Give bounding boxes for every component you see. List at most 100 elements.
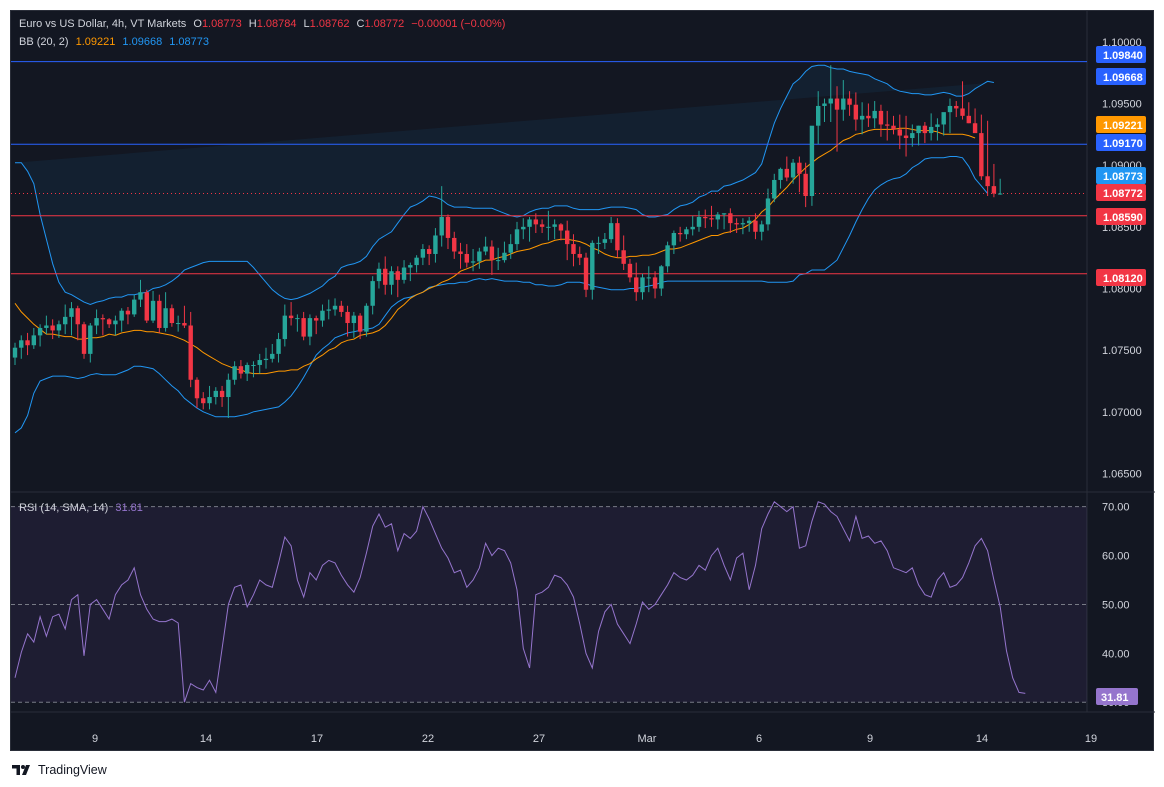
candle-body [458,251,463,254]
candle-body [395,271,400,280]
candle-body [113,320,118,325]
price-tag: 1.08772 [1096,184,1146,201]
candle [866,103,871,127]
candle [445,214,451,250]
candle [138,279,143,307]
candle-body [125,310,131,315]
candle [583,252,589,298]
candle-body [715,214,720,220]
candle [257,353,262,374]
candle [357,313,363,340]
candle [276,332,281,363]
candle-body [213,390,218,398]
candle-body [502,252,507,261]
candle [44,315,49,335]
candle [483,236,488,256]
price-tick-label: 1.07500 [1102,345,1142,357]
candle-body [759,224,764,232]
bb-legend[interactable]: BB (20, 2) 1.09221 1.09668 1.08773 [19,36,213,48]
candle-body [420,249,426,258]
candle [841,80,846,121]
candle [495,247,501,270]
candle [307,314,313,346]
rsi-layer [11,501,1087,703]
candle-body [916,125,921,134]
candle [703,209,708,229]
candle-body [634,277,639,293]
bb-basis-value: 1.09221 [75,36,116,48]
bb-lower-value: 1.08773 [169,36,210,48]
candle [113,315,118,336]
candle [150,290,156,324]
candle [25,332,30,356]
candle-body [935,124,940,127]
price-tag: 1.09221 [1096,116,1146,133]
candle-body [326,309,331,311]
candle-body [659,266,664,289]
candle-body [477,251,482,262]
candle-body [941,112,946,125]
rsi-legend[interactable]: RSI (14, SMA, 14) 31.81 [19,502,147,514]
candle [853,92,859,131]
candle-body [684,229,689,235]
rsi-label: RSI (14, SMA, 14) [19,502,109,514]
candle-body [778,168,783,180]
candle-body [25,340,30,346]
candle [470,249,476,272]
candle-body [665,245,670,267]
candle [232,361,237,385]
candle [100,314,106,336]
candle [847,91,852,116]
candle-body [514,229,520,245]
bb-lower-line [14,156,988,434]
candle-body [640,277,645,293]
time-tick-label: 27 [533,733,545,745]
candle-body [866,115,871,119]
candle [69,302,74,336]
price-tag-label: 1.09668 [1103,72,1143,84]
candle [615,218,620,258]
candle [797,156,802,193]
candle-body [690,226,695,230]
price-tick-label: 1.10000 [1102,37,1142,49]
candle-body [853,104,859,120]
chart-canvas[interactable]: 1.100001.095001.090001.085001.080001.075… [11,11,1155,752]
candle-body [803,173,808,196]
candle [734,218,739,233]
price-tag-bg [1096,167,1146,184]
candle [765,188,771,231]
candle-body [433,235,438,254]
candle-body [677,233,683,235]
candle [144,289,149,324]
rsi-tick-label: 40.00 [1102,648,1130,660]
candle-body [979,133,984,177]
candle [420,244,426,266]
candle-body [414,257,419,266]
candle-body [822,103,827,106]
candle [94,309,99,335]
candle-body [765,198,771,225]
candle [364,303,369,337]
candle-body [251,364,256,366]
time-tick-label: 6 [756,733,762,745]
candle-body [295,318,300,320]
candle-body [972,123,978,134]
time-tick-label: 9 [867,733,873,745]
candle [558,223,564,241]
chart-frame[interactable]: 1.10000 1.09500 1.09000 1.08500 1.08000 1.075… [10,10,1155,752]
candle [885,110,890,141]
candle [772,173,777,203]
candle [244,362,250,381]
candle [596,236,601,254]
candle [81,321,87,359]
candle-body [157,300,162,328]
candle-body [859,115,865,120]
candle-body [828,98,833,104]
candle [207,385,212,410]
candle-body [12,347,18,358]
candle [608,216,614,243]
candle [590,240,595,300]
candle-body [232,366,237,380]
price-tick-label: 1.07000 [1102,407,1142,419]
candle-body [244,364,250,374]
